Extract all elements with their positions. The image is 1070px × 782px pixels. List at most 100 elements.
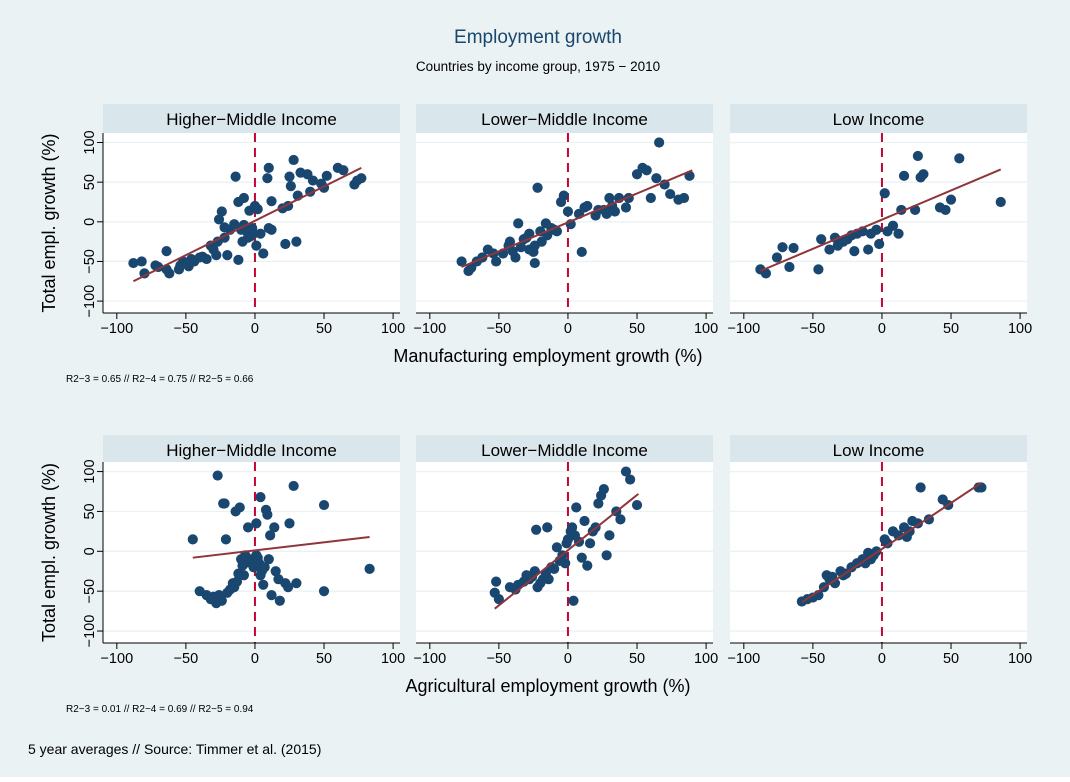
- data-point: [252, 204, 263, 215]
- data-point: [288, 480, 299, 492]
- data-point: [604, 192, 615, 204]
- data-point: [620, 466, 632, 477]
- data-point: [829, 578, 841, 589]
- data-point: [255, 228, 266, 239]
- x-tick-label: −100: [100, 651, 133, 667]
- panel-title: Lower−Middle Income: [481, 441, 648, 460]
- data-point: [532, 182, 543, 193]
- data-point: [266, 590, 277, 601]
- source-note: 5 year averages // Source: Timmer et al.…: [28, 741, 321, 757]
- data-point: [824, 244, 835, 255]
- x-tick-label: −100: [727, 321, 760, 337]
- x-tick-label: 0: [878, 321, 886, 337]
- chart-rows: Higher−Middle Income −100 −50 0 50 100 −100 −50…: [39, 104, 1032, 715]
- data-point: [871, 224, 882, 235]
- data-point: [212, 470, 223, 481]
- panel-strip: [416, 435, 713, 462]
- data-point: [242, 522, 254, 533]
- data-point: [531, 524, 542, 535]
- panel: Higher−Middle Income −100 −50 0 50 100 −100 −50…: [82, 435, 405, 667]
- data-point: [283, 582, 294, 593]
- data-point: [645, 192, 656, 204]
- y-tick-label: 0: [82, 547, 98, 555]
- x-tick-label: −100: [727, 651, 760, 667]
- data-point: [284, 518, 295, 529]
- data-point: [558, 190, 569, 201]
- data-point: [898, 170, 910, 181]
- x-tick-label: 50: [316, 651, 332, 667]
- data-point: [542, 522, 553, 533]
- r2-note: R2−3 = 0.65 // R2−4 = 0.75 // R2−5 = 0.6…: [66, 374, 254, 385]
- data-point: [288, 154, 299, 166]
- y-tick-label: −50: [82, 249, 98, 274]
- panel: Lower−Middle Income −100 −50 0 50 100: [413, 435, 718, 667]
- data-point: [816, 234, 827, 245]
- x-tick-label: −50: [801, 321, 826, 337]
- data-point: [220, 534, 232, 545]
- data-point: [201, 253, 212, 265]
- data-point: [338, 165, 349, 176]
- panel: Low Income −100 −50 0 50 100: [727, 435, 1032, 667]
- data-point: [995, 196, 1006, 208]
- y-tick-label: 50: [82, 503, 98, 519]
- data-point: [285, 181, 296, 192]
- panel: Low Income −100 −50 0 50 100: [727, 104, 1032, 337]
- x-axis-label: Manufacturing employment growth (%): [393, 346, 702, 366]
- data-point: [262, 173, 273, 184]
- data-point: [356, 173, 367, 184]
- panel-strip: [416, 104, 713, 133]
- data-point: [321, 170, 332, 181]
- data-point: [364, 563, 375, 574]
- plot-area: [103, 462, 400, 643]
- data-point: [266, 196, 277, 207]
- data-point: [456, 256, 467, 267]
- data-point: [291, 578, 302, 589]
- data-point: [582, 560, 593, 571]
- panel: Higher−Middle Income −100 −50 0 50 100 −100 −50…: [82, 104, 405, 337]
- fit-line: [192, 535, 370, 559]
- data-point: [128, 257, 139, 269]
- data-point: [164, 268, 175, 279]
- data-point: [219, 498, 230, 509]
- data-point: [912, 150, 923, 162]
- data-point: [601, 208, 612, 219]
- data-point: [601, 550, 612, 561]
- data-point: [604, 530, 615, 541]
- data-point: [631, 499, 643, 511]
- data-point: [216, 206, 227, 217]
- data-point: [234, 502, 245, 513]
- data-point: [582, 200, 593, 212]
- x-tick-label: 100: [694, 321, 718, 337]
- data-point: [874, 238, 885, 250]
- panel-strip: [730, 104, 1027, 133]
- x-tick-label: −50: [174, 321, 199, 337]
- data-point: [543, 574, 554, 585]
- data-point: [251, 240, 262, 251]
- x-tick-label: 0: [251, 321, 259, 337]
- panel-strip: [103, 435, 400, 462]
- data-point: [641, 165, 652, 176]
- chart-row: Higher−Middle Income −100 −50 0 50 100 −100 −50…: [39, 104, 1032, 385]
- data-point: [513, 218, 524, 229]
- x-tick-label: −50: [801, 651, 826, 667]
- data-point: [529, 257, 540, 269]
- x-tick-label: 100: [1008, 321, 1032, 337]
- data-point: [504, 236, 516, 247]
- panel-title: Higher−Middle Income: [166, 441, 337, 460]
- data-point: [945, 194, 957, 205]
- y-tick-label: −50: [82, 579, 98, 604]
- data-point: [784, 261, 795, 273]
- fit-line: [801, 481, 982, 604]
- panel-title: Low Income: [833, 441, 925, 460]
- data-point: [230, 171, 241, 182]
- data-point: [863, 244, 874, 255]
- x-tick-label: 100: [381, 651, 405, 667]
- y-tick-label: −100: [82, 285, 98, 318]
- data-point: [231, 576, 243, 587]
- data-point: [777, 242, 788, 253]
- data-point: [560, 558, 571, 569]
- x-tick-label: 50: [316, 321, 332, 337]
- x-tick-label: −100: [100, 321, 133, 337]
- data-point: [654, 137, 665, 148]
